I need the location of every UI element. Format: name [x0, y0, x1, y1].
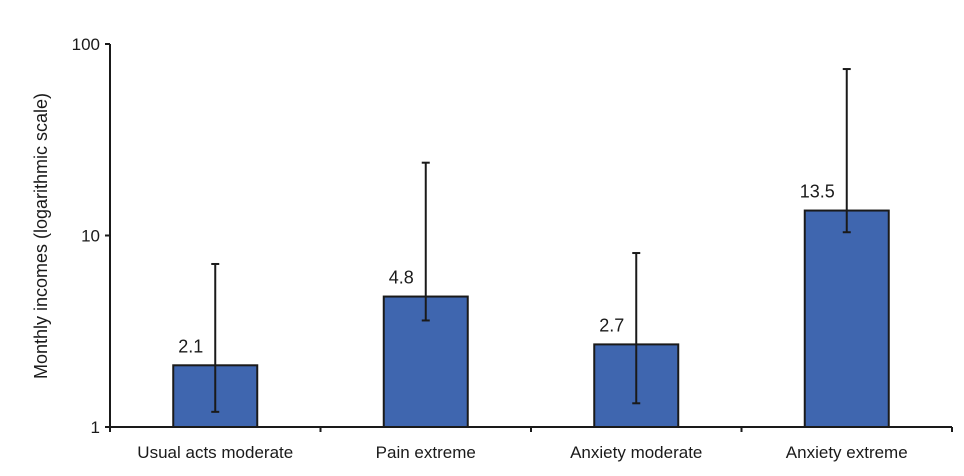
data-label: 2.7	[599, 315, 624, 335]
data-label: 2.1	[178, 336, 203, 356]
bars-group	[172, 209, 890, 429]
data-label: 13.5	[800, 182, 835, 202]
x-category-label: Pain extreme	[376, 443, 476, 462]
y-tick-label: 100	[72, 35, 100, 54]
labels-group: 2.1 Usual acts moderate 4.8 Pain extreme 2.7…	[137, 182, 907, 462]
y-tick-label: 10	[81, 227, 100, 246]
x-category-label: Anxiety moderate	[570, 443, 702, 462]
data-label: 4.8	[389, 268, 414, 288]
error-bars-group	[211, 68, 851, 413]
bar-anxiety-extreme	[803, 209, 890, 428]
y-axis-title: Monthly incomes (logarithmic scale)	[31, 93, 51, 379]
y-tick-label: 1	[91, 418, 100, 437]
x-category-label: Anxiety extreme	[786, 443, 908, 462]
x-category-label: Usual acts moderate	[137, 443, 293, 462]
